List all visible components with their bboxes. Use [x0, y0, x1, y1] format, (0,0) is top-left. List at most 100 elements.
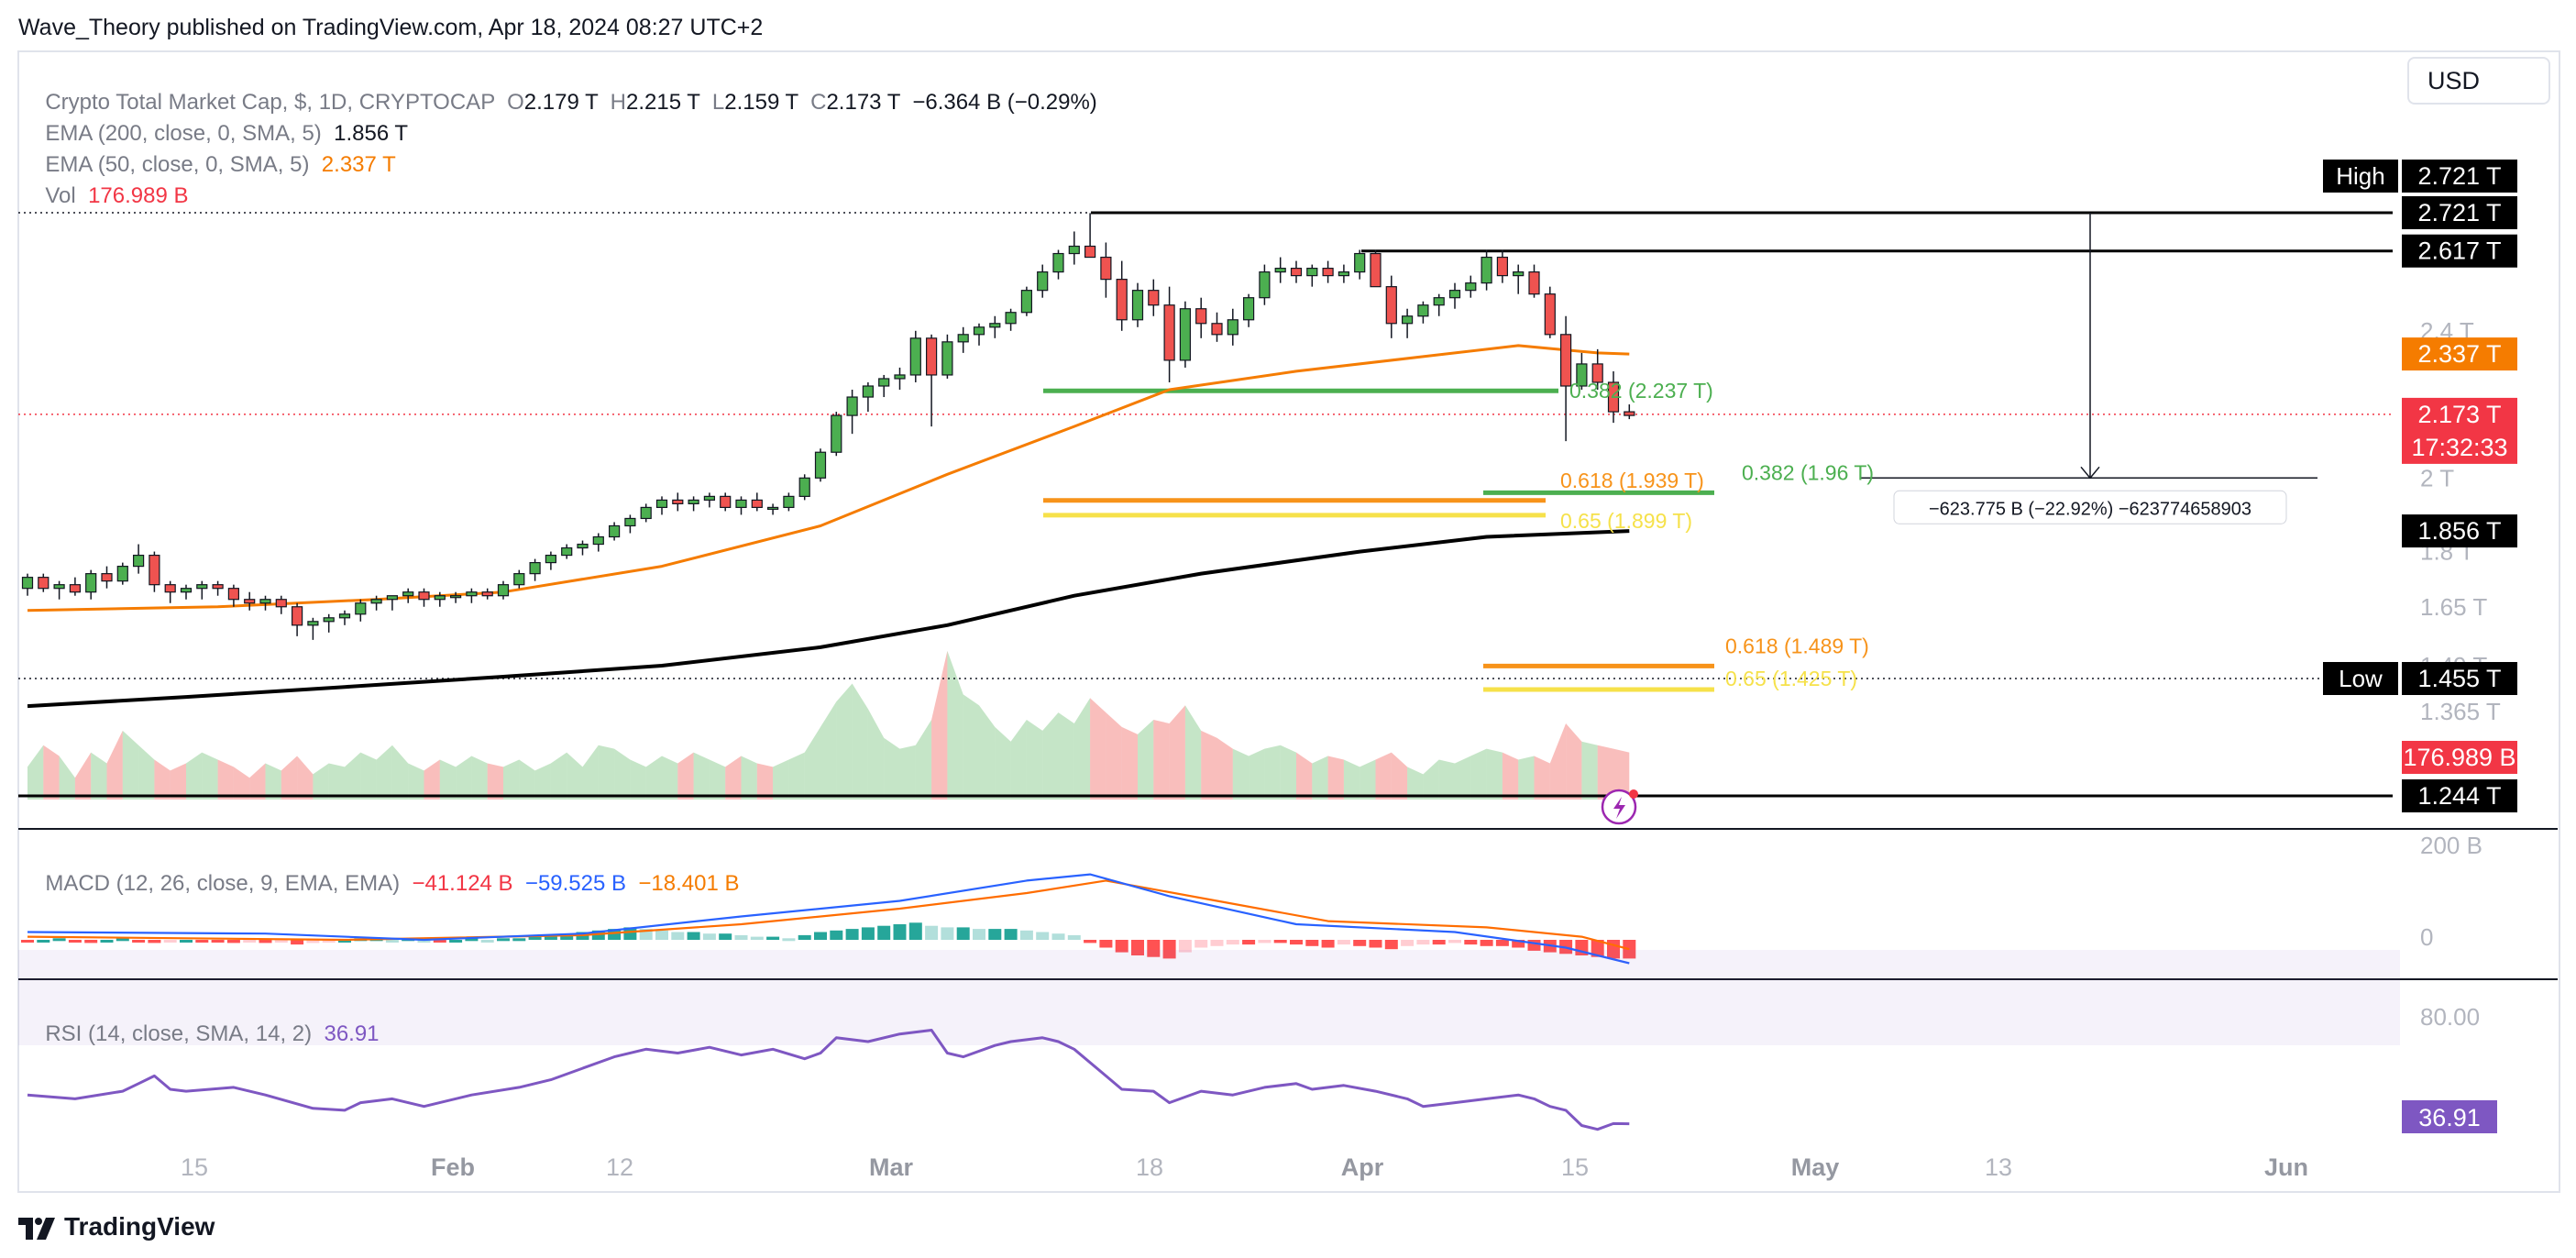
ema200-legend[interactable]: EMA (200, close, 0, SMA, 5) 1.856 T	[33, 95, 408, 147]
volume-area-segment	[408, 763, 424, 800]
candle-body	[1179, 308, 1192, 361]
candle-body	[1211, 323, 1223, 336]
volume-area-segment	[534, 763, 551, 800]
macd-histogram-bar	[702, 933, 716, 940]
candle-body	[672, 499, 684, 504]
volume-area-segment	[820, 701, 837, 800]
candle-body	[592, 535, 604, 546]
macd-histogram-bar	[100, 940, 114, 943]
price-tag-value: 2.721 T	[2417, 162, 2501, 190]
macd-histogram-bar	[37, 940, 50, 943]
macd-histogram-bar	[1384, 940, 1398, 950]
macd-histogram-bar	[1258, 940, 1271, 944]
time-axis-label: Feb	[431, 1153, 475, 1181]
candle-body	[1037, 271, 1049, 292]
macd-histogram-bar	[1226, 940, 1239, 945]
candle-body	[164, 584, 176, 593]
macd-histogram-bar	[1147, 940, 1161, 957]
macd-histogram-bar	[988, 929, 1002, 940]
volume-area-segment	[852, 683, 868, 800]
macd-histogram-bar	[719, 933, 732, 940]
candle-body	[275, 599, 287, 608]
volume-area-segment	[582, 745, 599, 800]
volume-area-segment	[456, 756, 472, 800]
measure-label: −623.775 B (−22.92%) −623774658903	[1929, 499, 2251, 519]
volume-area-segment	[1534, 756, 1550, 800]
symbol-legend[interactable]: Crypto Total Market Cap, $, 1D, CRYPTOCA…	[33, 64, 1096, 116]
volume-area-segment	[1280, 745, 1296, 800]
rsi-legend[interactable]: RSI (14, close, SMA, 14, 2) 36.91	[33, 996, 380, 1047]
candle-body	[1624, 411, 1635, 416]
price-axis-label: 1.65 T	[2420, 593, 2487, 621]
volume-area-segment	[1581, 741, 1598, 800]
price-tag-value: 2.337 T	[2417, 340, 2501, 368]
volume-area-segment	[899, 745, 916, 800]
candle-body	[1242, 297, 1255, 321]
macd-histogram-bar	[1480, 940, 1493, 946]
candle-body	[878, 378, 890, 387]
volume-area-segment	[345, 752, 361, 800]
rsi-line	[27, 1029, 1630, 1131]
ema200-line	[27, 529, 1630, 709]
candle-body	[766, 506, 779, 511]
macd-legend[interactable]: MACD (12, 26, close, 9, EMA, EMA) −41.12…	[33, 845, 739, 897]
price-tag-value: 176.989 B	[2403, 744, 2515, 771]
price-tag-value: 2.721 T	[2417, 199, 2501, 226]
candle-body	[545, 554, 557, 564]
candle-body	[1544, 293, 1556, 336]
candle-body	[989, 323, 1001, 328]
price-tag-countdown: 17:32:33	[2411, 434, 2507, 461]
candle-body	[53, 584, 65, 590]
candle-body	[1084, 245, 1096, 259]
candle-body	[196, 584, 208, 590]
macd-histogram-bar	[306, 940, 320, 944]
high-value: 2.215 T	[626, 90, 700, 115]
tradingview-logo[interactable]: TradingView	[18, 1212, 215, 1241]
price-tag-bg	[2402, 741, 2517, 774]
macd-histogram-bar	[243, 940, 257, 943]
macd-histogram-bar	[734, 934, 748, 940]
volume-area-segment	[1184, 705, 1202, 800]
symbol-name: Crypto Total Market Cap, $, 1D, CRYPTOCA…	[45, 90, 495, 115]
fib-label: 0.65 (1.899 T)	[1560, 509, 1692, 533]
macd-histogram-bar	[338, 940, 351, 943]
price-tag-bg	[2402, 196, 2517, 229]
volume-area-segment	[1423, 759, 1439, 800]
candle-body	[798, 477, 810, 497]
macd-signal-value: −18.401 B	[638, 871, 740, 896]
volume-legend[interactable]: Vol 176.989 B	[33, 158, 188, 209]
candle-body	[862, 385, 875, 398]
candle-body	[1322, 267, 1334, 277]
macd-histogram-bar	[1416, 940, 1430, 945]
price-tag-label: Low	[2339, 665, 2383, 692]
close-label: C	[810, 90, 827, 115]
rsi-axis-label: 80.00	[2420, 1003, 2480, 1031]
time-axis-label: Apr	[1341, 1153, 1384, 1181]
publisher-line: Wave_Theory published on TradingView.com…	[18, 15, 764, 40]
candle-body	[370, 599, 382, 604]
candle-body	[1148, 290, 1160, 306]
candle-body	[338, 613, 351, 619]
candle-body	[1370, 252, 1382, 288]
volume-area-segment	[424, 759, 440, 800]
volume-area-segment	[567, 752, 583, 800]
candle-body	[434, 595, 446, 601]
price-tag-bg	[2402, 337, 2517, 371]
macd-histogram-bar	[274, 940, 288, 943]
volume-area-segment	[1090, 698, 1106, 800]
currency-button[interactable]: USD	[2407, 57, 2550, 105]
macd-histogram-bar	[1527, 940, 1541, 951]
volume-area-segment	[1106, 712, 1122, 800]
price-tag-value: 2.617 T	[2417, 237, 2501, 265]
macd-histogram-bar	[908, 922, 922, 940]
macd-histogram-bar	[385, 940, 399, 943]
price-axis-label: 0	[2420, 923, 2433, 951]
ema50-legend[interactable]: EMA (50, close, 0, SMA, 5) 2.337 T	[33, 127, 395, 178]
macd-histogram-bar	[497, 938, 510, 942]
rsi-value: 36.91	[324, 1021, 380, 1046]
volume-area-segment	[59, 756, 75, 800]
candle-body	[1385, 286, 1397, 325]
volume-area-segment	[439, 759, 457, 800]
macd-histogram-bar	[845, 929, 859, 940]
